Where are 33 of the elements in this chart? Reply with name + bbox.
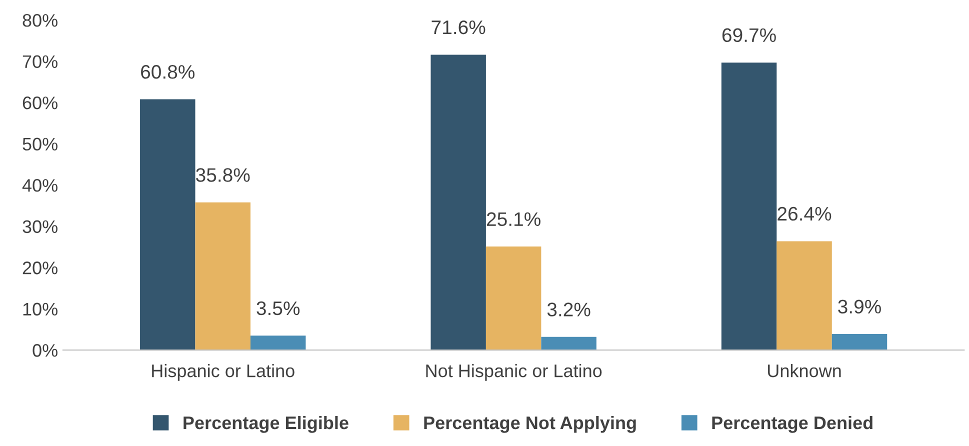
y-tick-label: 30% (22, 220, 58, 234)
data-label: 60.8% (141, 65, 195, 79)
y-tick-label: 20% (22, 262, 58, 274)
bar (195, 202, 250, 350)
bar (721, 62, 777, 350)
data-label: 3.2% (547, 302, 590, 316)
data-label: 25.1% (486, 212, 540, 226)
data-label: 26.4% (778, 206, 832, 221)
legend-label: Percentage Denied (712, 416, 872, 433)
bar (430, 54, 486, 350)
x-tick-label: Unknown (768, 364, 841, 378)
bar (486, 246, 542, 350)
bar (832, 334, 888, 350)
y-tick-label: 40% (22, 179, 58, 192)
legend-label: Percentage Eligible (184, 416, 348, 433)
legend-label: Percentage Not Applying (424, 416, 636, 433)
x-tick-label: Hispanic or Latino (152, 364, 294, 381)
bar (250, 336, 306, 350)
y-tick-label: 50% (22, 138, 58, 151)
bar (140, 99, 196, 350)
x-tick-label: Not Hispanic or Latino (426, 364, 602, 381)
bar (776, 241, 832, 350)
data-label: 71.6% (432, 20, 486, 34)
y-tick-label: 80% (22, 14, 58, 27)
data-label: 35.8% (196, 168, 250, 182)
data-label: 69.7% (722, 28, 776, 42)
bar (541, 336, 596, 350)
y-tick-label: 60% (22, 96, 58, 110)
y-tick-label: 70% (22, 55, 58, 68)
y-tick-label: 0% (32, 344, 58, 357)
data-label: 3.9% (838, 300, 881, 314)
data-label: 3.5% (256, 301, 300, 316)
y-tick-label: 10% (23, 302, 58, 316)
